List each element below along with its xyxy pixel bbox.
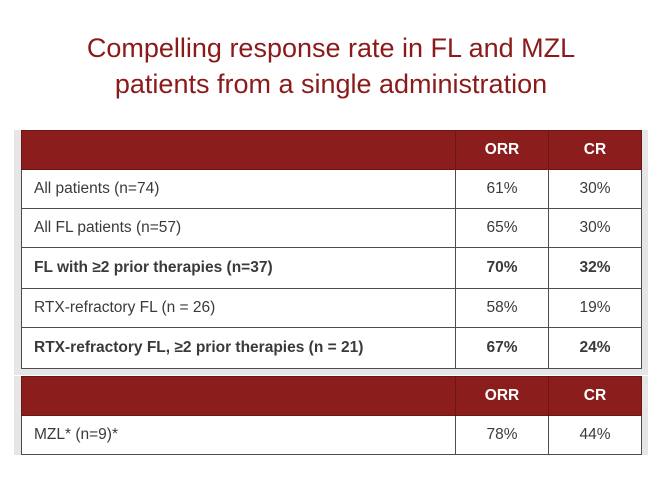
table-row: MZL* (n=9)* 78% 44% bbox=[21, 415, 642, 455]
mzl-response-table: ORR CR MZL* (n=9)* 78% 44% bbox=[21, 376, 642, 455]
header-cell-orr: ORR bbox=[455, 130, 549, 170]
slide-title-line-1: Compelling response rate in FL and MZL bbox=[86, 33, 576, 63]
orr-value: 61% bbox=[455, 169, 549, 209]
cr-value: 44% bbox=[548, 415, 642, 455]
header-cell-orr: ORR bbox=[455, 376, 549, 416]
table-row: All patients (n=74) 61% 30% bbox=[21, 169, 642, 209]
orr-value: 78% bbox=[455, 415, 549, 455]
orr-value: 70% bbox=[455, 247, 549, 289]
row-label: RTX-refractory FL, ≥2 prior therapies (n… bbox=[21, 327, 456, 369]
table-row: FL with ≥2 prior therapies (n=37) 70% 32… bbox=[21, 247, 642, 289]
cr-value: 19% bbox=[548, 288, 642, 328]
row-label: MZL* (n=9)* bbox=[21, 415, 456, 455]
response-rate-table: ORR CR All patients (n=74) 61% 30% All F… bbox=[21, 130, 642, 369]
orr-value: 65% bbox=[455, 208, 549, 248]
table-row: RTX-refractory FL (n = 26) 58% 19% bbox=[21, 288, 642, 328]
cr-value: 24% bbox=[548, 327, 642, 369]
cr-value: 32% bbox=[548, 247, 642, 289]
table-row: RTX-refractory FL, ≥2 prior therapies (n… bbox=[21, 327, 642, 369]
mzl-table-panel: ORR CR MZL* (n=9)* 78% 44% bbox=[14, 376, 648, 455]
row-label: All FL patients (n=57) bbox=[21, 208, 456, 248]
slide-title-line-2: patients from a single administration bbox=[114, 69, 548, 99]
header-cell-cr: CR bbox=[548, 376, 642, 416]
table-header-row: ORR CR bbox=[21, 130, 642, 170]
table-row: All FL patients (n=57) 65% 30% bbox=[21, 208, 642, 248]
orr-value: 58% bbox=[455, 288, 549, 328]
cr-value: 30% bbox=[548, 169, 642, 209]
slide-title: Compelling response rate in FL and MZL p… bbox=[0, 30, 662, 102]
cr-value: 30% bbox=[548, 208, 642, 248]
response-table-panel: ORR CR All patients (n=74) 61% 30% All F… bbox=[14, 130, 648, 375]
orr-value: 67% bbox=[455, 327, 549, 369]
table-header-row: ORR CR bbox=[21, 376, 642, 416]
row-label: FL with ≥2 prior therapies (n=37) bbox=[21, 247, 456, 289]
row-label: All patients (n=74) bbox=[21, 169, 456, 209]
header-cell-population bbox=[21, 130, 456, 170]
row-label: RTX-refractory FL (n = 26) bbox=[21, 288, 456, 328]
header-cell-population bbox=[21, 376, 456, 416]
header-cell-cr: CR bbox=[548, 130, 642, 170]
